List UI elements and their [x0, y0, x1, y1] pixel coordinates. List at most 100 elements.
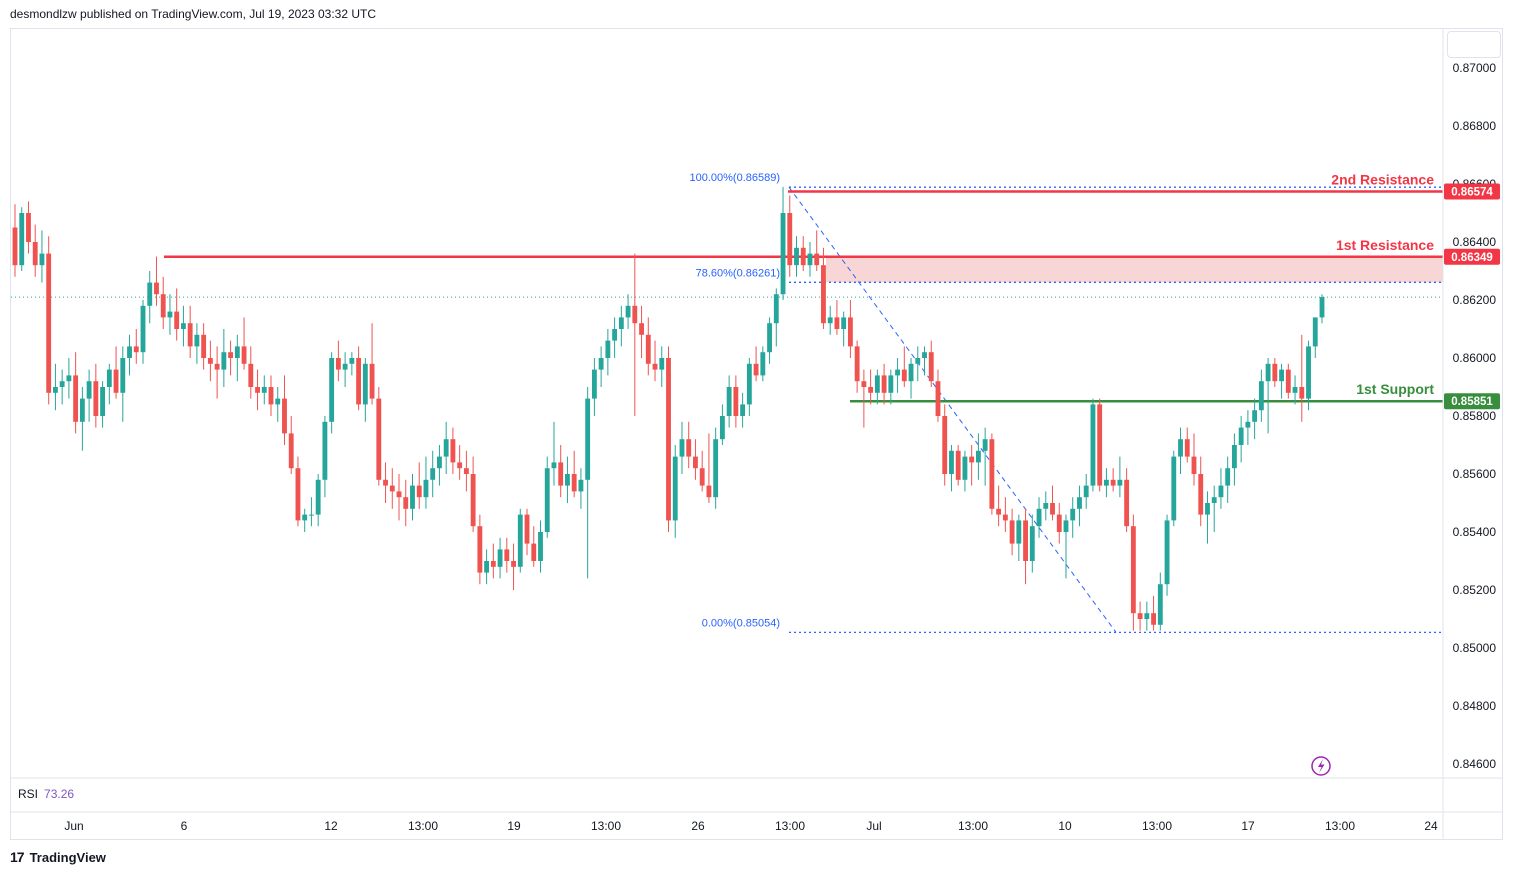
candle-body [39, 253, 45, 266]
candle [719, 404, 725, 445]
candle-body [1205, 503, 1210, 515]
candle [410, 474, 415, 521]
candle-body [288, 433, 294, 469]
candle-body [538, 532, 543, 561]
candle-body [302, 514, 308, 521]
candle-body [362, 363, 368, 405]
candle [187, 305, 193, 358]
candle-body [261, 387, 267, 393]
candle-body [800, 247, 806, 266]
tradingview-logo-icon: 17 [10, 849, 25, 865]
candle-body [248, 363, 254, 387]
candle [1130, 514, 1136, 631]
candle [1070, 497, 1076, 538]
candle [261, 375, 267, 405]
candle [1211, 485, 1217, 532]
chart-settings-box[interactable] [1447, 31, 1501, 58]
candle [935, 369, 941, 422]
rsi-indicator[interactable]: RSI 73.26 [18, 787, 74, 801]
candle [1050, 485, 1055, 521]
candle-body [282, 398, 287, 434]
candle-body [861, 381, 867, 387]
candle-body [1016, 520, 1022, 544]
candle [605, 329, 611, 376]
candle-body [349, 358, 355, 364]
candle [46, 236, 52, 405]
candle-body [410, 485, 415, 509]
candle [26, 201, 31, 254]
candle [585, 387, 591, 579]
candle [868, 369, 874, 405]
candle [356, 346, 362, 411]
candle-body [315, 479, 321, 515]
candle [874, 369, 880, 405]
candle [847, 300, 853, 358]
candle [1090, 398, 1096, 492]
candle-body [625, 305, 631, 318]
candle [1171, 450, 1177, 527]
candle [497, 537, 503, 579]
candle [1225, 456, 1231, 503]
candle-body [746, 363, 752, 405]
candle-body [1265, 363, 1271, 382]
candle-body [207, 358, 213, 364]
candle [430, 450, 436, 498]
candle-body [693, 456, 698, 469]
candle [652, 340, 658, 382]
candle [275, 387, 281, 422]
candle-body [996, 508, 1002, 515]
candle-body [659, 358, 665, 370]
candle [228, 340, 234, 376]
candle [201, 323, 207, 370]
fib-label: 0.00%(0.85054) [702, 617, 780, 629]
candle-body [490, 561, 496, 567]
candle-body [1137, 613, 1143, 619]
candle-body [949, 450, 954, 474]
price-tick-label: 0.84600 [1453, 757, 1497, 771]
resistance-zone-rect [826, 256, 1443, 283]
candle [787, 195, 793, 277]
lightning-icon[interactable] [1311, 756, 1331, 776]
candle-body [881, 375, 887, 393]
candle [666, 346, 671, 532]
candle [962, 450, 968, 492]
candle [531, 526, 537, 567]
candle [693, 439, 698, 480]
candle-body [19, 213, 25, 266]
candle-body [369, 363, 375, 399]
candle [181, 305, 186, 347]
candle [309, 497, 314, 527]
candle [376, 387, 382, 486]
price-tick-label: 0.86200 [1453, 293, 1497, 307]
candle [1137, 601, 1143, 631]
level-price-label: 0.85851 [1451, 396, 1493, 408]
candle [450, 427, 456, 474]
candle-body [1184, 439, 1190, 457]
candle [1157, 572, 1163, 631]
candle [207, 340, 213, 382]
candle-body [463, 468, 469, 474]
candle [1023, 508, 1028, 585]
candle-body [955, 450, 961, 480]
candle [1164, 514, 1170, 596]
time-tick-label: 26 [691, 819, 705, 833]
candle [154, 256, 159, 306]
tradingview-footer[interactable]: 17 TradingView [10, 849, 106, 865]
candle-body [1036, 508, 1042, 527]
candle-body [389, 485, 395, 492]
candle [881, 363, 887, 405]
candle-body [52, 387, 58, 393]
candle [524, 508, 530, 556]
candle [1117, 456, 1123, 498]
candle-body [868, 387, 874, 393]
candle [167, 294, 173, 335]
chart-frame[interactable] [10, 28, 1503, 840]
candle [100, 381, 106, 428]
candle-body [780, 213, 786, 295]
candle [463, 450, 469, 492]
candle-body [234, 346, 240, 358]
rsi-value: 73.26 [44, 787, 75, 801]
candle-body [1231, 445, 1237, 469]
candle [618, 305, 624, 347]
